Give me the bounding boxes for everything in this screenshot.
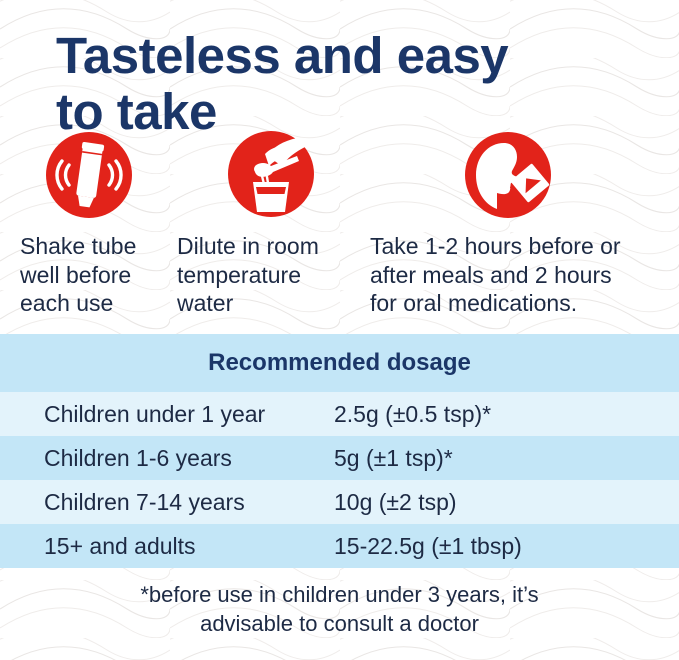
dosage-age-label: Children under 1 year (44, 400, 266, 427)
dosage-amount-value: 2.5g (±0.5 tsp)* (334, 400, 492, 427)
step-caption-timing: Take 1-2 hours before or after meals and… (370, 233, 621, 316)
dosage-age-label: Children 7-14 years (44, 488, 245, 515)
dilute-in-water-icon (227, 130, 315, 218)
table-row: Children under 1 year 2.5g (±0.5 tsp)* (0, 392, 679, 436)
dosage-age-label: 15+ and adults (44, 532, 196, 559)
dosage-table-header: Recommended dosage (0, 334, 679, 392)
step-caption-dilute: Dilute in room temperature water (177, 233, 319, 316)
table-row: Children 7-14 years 10g (±2 tsp) (0, 480, 679, 524)
recommended-dosage-table: Recommended dosage Children under 1 year… (0, 334, 679, 568)
dosage-amount-value: 15-22.5g (±1 tbsp) (334, 532, 522, 559)
dosage-amount-value: 5g (±1 tsp)* (334, 444, 453, 471)
instruction-icon-row (0, 128, 679, 223)
table-row: 15+ and adults 15-22.5g (±1 tbsp) (0, 524, 679, 568)
page-title: Tasteless and easy to take (56, 27, 509, 141)
dosage-age-label: Children 1-6 years (44, 444, 232, 471)
dosage-footnote: *before use in children under 3 years, i… (140, 582, 539, 636)
table-row: Children 1-6 years 5g (±1 tsp)* (0, 436, 679, 480)
dosage-amount-value: 10g (±2 tsp) (334, 488, 457, 515)
step-caption-shake: Shake tube well before each use (20, 233, 137, 316)
take-with-timing-icon (464, 131, 552, 219)
shake-tube-icon (45, 131, 133, 219)
